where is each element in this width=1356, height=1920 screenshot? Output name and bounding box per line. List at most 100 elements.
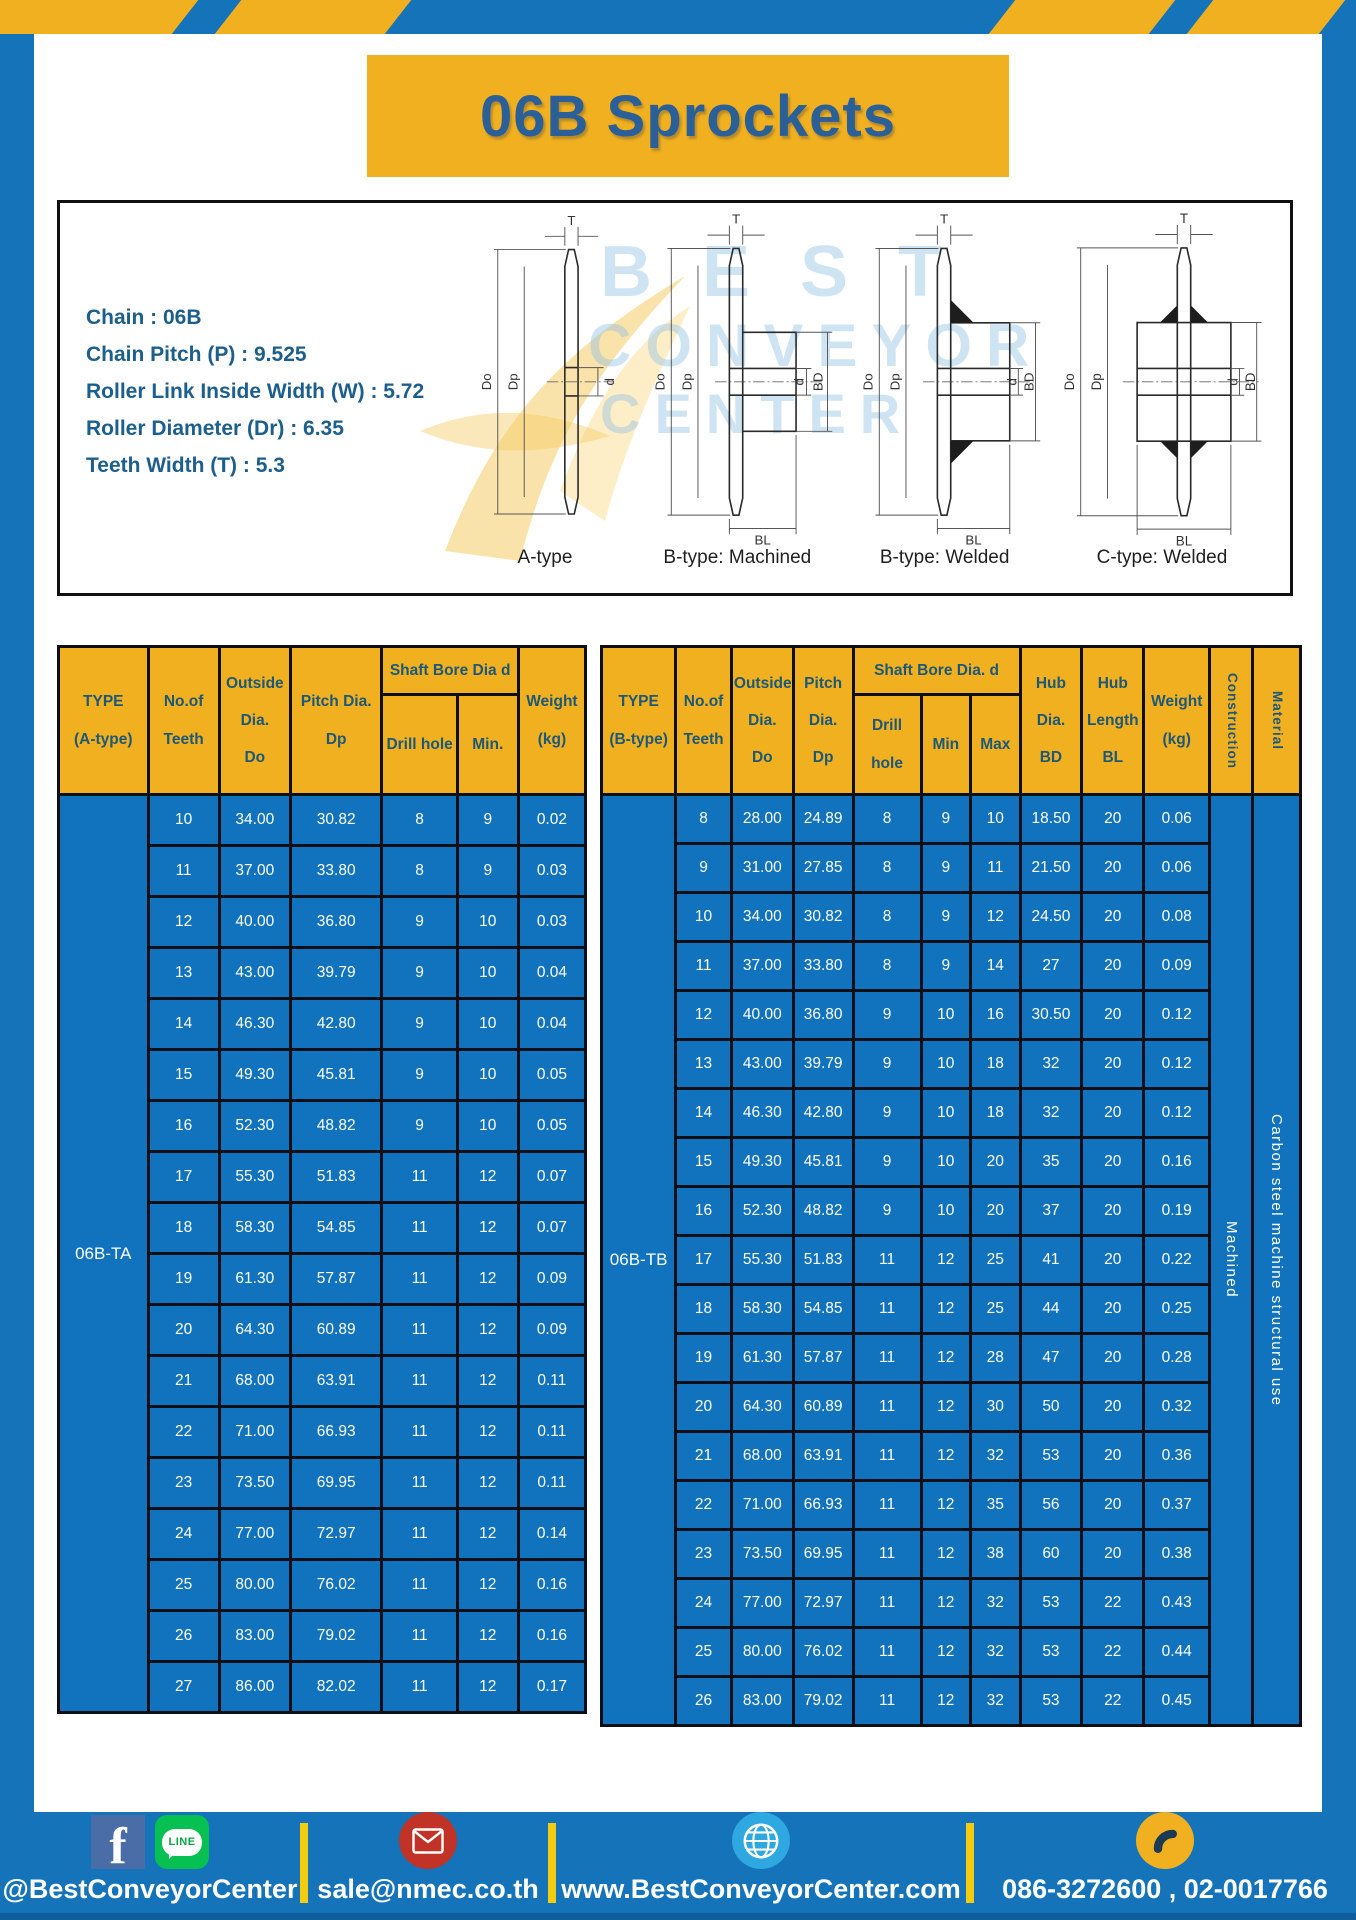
data-cell: 20 — [1080, 1479, 1146, 1531]
data-cell: 20 — [1080, 1185, 1146, 1237]
data-cell: 61.30 — [729, 1332, 795, 1384]
data-cell: 23 — [674, 1528, 733, 1580]
data-cell: 53 — [1018, 1430, 1084, 1482]
data-cell: 0.11 — [516, 1456, 588, 1510]
table-row: 19 61.30 57.87 11 12 28 47 20 0.28 — [602, 1332, 1301, 1384]
table-row: 13 43.00 39.79 9 10 0.04 — [59, 946, 588, 1000]
table-row: 10 34.00 30.82 8 9 12 24.50 20 0.08 — [602, 891, 1301, 943]
data-cell: 25 — [674, 1626, 733, 1678]
data-cell: 12 — [969, 891, 1022, 943]
data-cell: 11 — [380, 1252, 459, 1306]
data-cell: 22 — [146, 1405, 221, 1459]
data-cell: 26 — [674, 1675, 733, 1727]
data-cell: 32 — [1018, 1087, 1084, 1139]
data-cell: 9 — [851, 1136, 923, 1188]
data-cell: 11 — [851, 1577, 923, 1629]
dim-bd-label: BD — [811, 373, 826, 392]
data-cell: 53 — [1018, 1626, 1084, 1678]
data-cell: 63.91 — [791, 1430, 855, 1482]
data-cell: 18 — [969, 1087, 1022, 1139]
table-row: 17 55.30 51.83 11 12 25 41 20 0.22 — [602, 1234, 1301, 1286]
data-cell: 68.00 — [217, 1354, 292, 1408]
data-cell: 45.81 — [791, 1136, 855, 1188]
data-cell: 19 — [146, 1252, 221, 1306]
data-cell: 12 — [146, 895, 221, 949]
data-cell: 12 — [455, 1150, 520, 1204]
dim-d-label: d — [602, 378, 617, 385]
data-cell: 20 — [1080, 1038, 1146, 1090]
data-cell: 12 — [919, 1234, 973, 1286]
data-cell: 52.30 — [217, 1099, 292, 1153]
data-cell: 8 — [380, 793, 459, 847]
diagram-panel: BEST CONVEYOR CENTER Chain : 06B Chain P… — [57, 200, 1293, 596]
data-cell: 49.30 — [729, 1136, 795, 1188]
data-cell: 11 — [380, 1354, 459, 1408]
data-cell: 0.43 — [1142, 1577, 1212, 1629]
col-header-min: Min — [919, 693, 973, 796]
data-cell: 31.00 — [729, 842, 795, 894]
data-cell: 12 — [455, 1456, 520, 1510]
sprocket-diagrams: T Do Dp d A-type — [460, 203, 1282, 593]
data-cell: 12 — [674, 989, 733, 1041]
data-cell: 71.00 — [729, 1479, 795, 1531]
data-cell: 10 — [919, 1136, 973, 1188]
data-cell: 34.00 — [217, 793, 292, 847]
data-cell: 28 — [969, 1332, 1022, 1384]
col-header-hub-length: Hub Length BL — [1080, 645, 1146, 796]
data-cell: 28.00 — [729, 793, 795, 845]
table-row: 20 64.30 60.89 11 12 0.09 — [59, 1303, 588, 1357]
data-cell: 45.81 — [288, 1048, 384, 1102]
table-row: 15 49.30 45.81 9 10 0.05 — [59, 1048, 588, 1102]
data-cell: 20 — [674, 1381, 733, 1433]
data-cell: 53 — [1018, 1675, 1084, 1727]
data-cell: 0.12 — [1142, 989, 1212, 1041]
data-cell: 0.07 — [516, 1150, 588, 1204]
social-handle-text: @BestConveyorCenter — [2, 1874, 298, 1904]
data-cell: 20 — [1080, 1528, 1146, 1580]
col-header-shaft-bore: Shaft Bore Dia d — [380, 645, 520, 696]
footer-email-section: sale@nmec.co.th — [308, 1812, 548, 1913]
data-cell: 61.30 — [217, 1252, 292, 1306]
data-cell: 11 — [851, 1234, 923, 1286]
data-cell: 33.80 — [288, 844, 384, 898]
chain-specs: Chain : 06B Chain Pitch (P) : 9.525 Roll… — [86, 299, 496, 484]
data-cell: 9 — [674, 842, 733, 894]
footer-phone-section: 086-3272600 , 02-0017766 — [974, 1812, 1356, 1913]
data-cell: 60 — [1018, 1528, 1084, 1580]
data-cell: 12 — [455, 1558, 520, 1612]
data-cell: 83.00 — [729, 1675, 795, 1727]
data-cell: 37.00 — [729, 940, 795, 992]
data-cell: 20 — [1080, 1283, 1146, 1335]
col-header-teeth: No.of Teeth — [146, 645, 221, 796]
data-cell: 17 — [146, 1150, 221, 1204]
data-cell: 20 — [1080, 1136, 1146, 1188]
data-cell: 10 — [919, 1038, 973, 1090]
data-cell: 16 — [969, 989, 1022, 1041]
table-row: 24 77.00 72.97 11 12 32 53 22 0.43 — [602, 1577, 1301, 1629]
data-cell: 18.50 — [1018, 793, 1084, 845]
title-banner: 06B Sprockets — [367, 55, 1009, 177]
data-cell: 0.04 — [516, 946, 588, 1000]
data-cell: 15 — [146, 1048, 221, 1102]
data-cell: 11 — [380, 1660, 459, 1714]
col-header-hub-dia: Hub Dia. BD — [1018, 645, 1084, 796]
data-cell: 77.00 — [729, 1577, 795, 1629]
data-cell: 0.07 — [516, 1201, 588, 1255]
data-cell: 20 — [969, 1185, 1022, 1237]
dim-do-label: Do — [1062, 373, 1077, 390]
figure-a-type: T Do Dp d A-type — [460, 209, 630, 569]
dim-t-label: T — [1180, 211, 1188, 226]
data-cell: 9 — [455, 844, 520, 898]
col-header-construction: Construction — [1208, 645, 1255, 796]
data-cell: 32 — [969, 1626, 1022, 1678]
data-cell: 12 — [919, 1479, 973, 1531]
data-cell: 12 — [455, 1303, 520, 1357]
data-cell: 46.30 — [729, 1087, 795, 1139]
data-cell: 12 — [455, 1201, 520, 1255]
page-title: 06B Sprockets — [480, 83, 896, 149]
a-type-drawing-icon: T Do Dp d — [479, 213, 617, 515]
data-cell: 20 — [1080, 1332, 1146, 1384]
dim-do-label: Do — [479, 373, 494, 390]
footer-separator — [966, 1822, 974, 1903]
table-row: 18 58.30 54.85 11 12 25 44 20 0.25 — [602, 1283, 1301, 1335]
